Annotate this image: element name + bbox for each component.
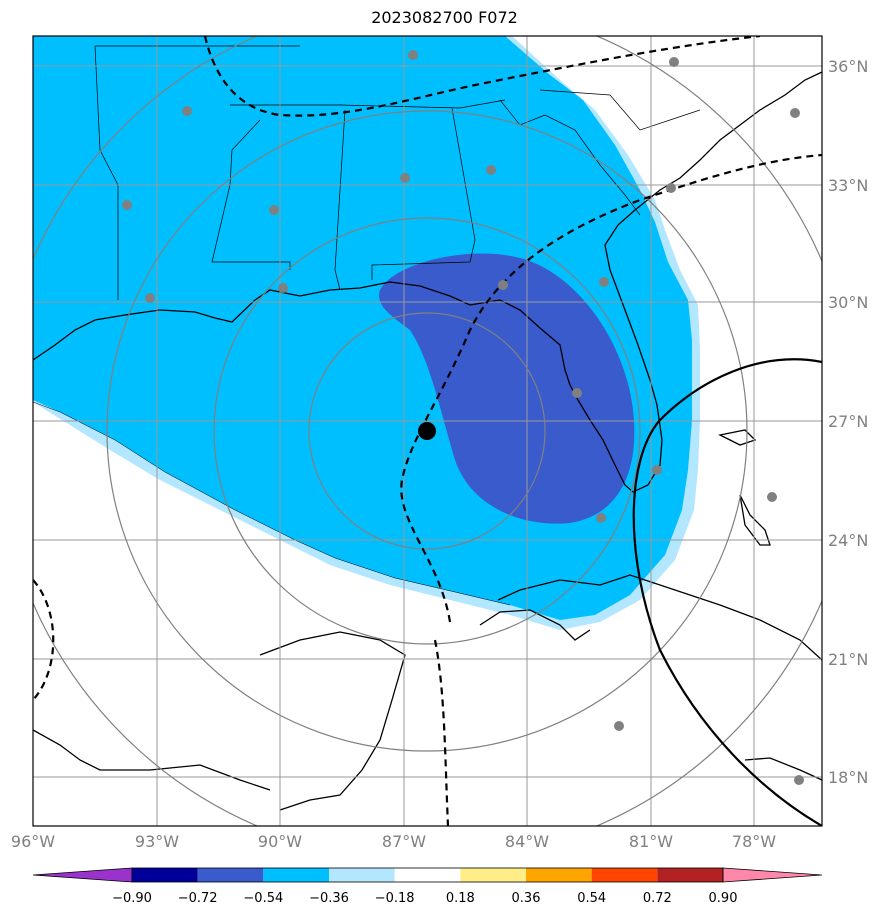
lon-label: 81°W [629, 832, 673, 851]
longitude-labels: 96°W 93°W 90°W 87°W 84°W 81°W 78°W [11, 832, 776, 851]
graticule [33, 36, 822, 826]
lat-label: 24°N [828, 531, 868, 550]
fill-medium-blue [379, 253, 635, 524]
lon-label: 87°W [382, 832, 426, 851]
colorbar-tick-label: 0.72 [643, 891, 672, 906]
colorbar-tick-label: −0.54 [243, 891, 283, 906]
lat-label: 18°N [828, 768, 868, 787]
colorbar-segment [132, 868, 198, 882]
range-rings [33, 36, 822, 826]
contours [33, 36, 822, 826]
colorbar-tick-label: −0.36 [309, 891, 349, 906]
colorbar-segment [591, 868, 658, 882]
colorbar-segment [329, 868, 395, 882]
colorbar-tick-label: 0.90 [709, 891, 738, 906]
lon-label: 93°W [135, 832, 179, 851]
colorbar: −0.90 −0.72 −0.54 −0.36 −0.18 0.18 0.36 0.54 0.7… [32, 867, 823, 906]
lon-label: 84°W [505, 832, 549, 851]
colorbar-tick-label: 0.36 [512, 891, 541, 906]
colorbar-tick-label: 0.18 [446, 891, 475, 906]
lat-label: 21°N [828, 650, 868, 669]
lat-label: 27°N [828, 412, 868, 431]
station-markers [122, 50, 804, 785]
lon-label: 96°W [11, 832, 55, 851]
map-frame [32, 35, 823, 827]
colorbar-extend-low [32, 867, 133, 883]
lon-label: 78°W [732, 832, 776, 851]
map-area [33, 36, 822, 826]
colorbar-segment [460, 868, 526, 882]
colorbar-segment [263, 868, 329, 882]
colorbar-tick-label: −0.18 [375, 891, 415, 906]
lon-label: 90°W [258, 832, 302, 851]
colorbar-tick-label: −0.72 [178, 891, 218, 906]
storm-center-marker [418, 422, 436, 440]
latitude-labels: 36°N 33°N 30°N 27°N 24°N 21°N 18°N [828, 57, 868, 787]
colorbar-segment [526, 868, 592, 882]
colorbar-segment [197, 868, 264, 882]
lat-label: 30°N [828, 293, 868, 312]
colorbar-extend-high [722, 867, 823, 883]
colorbar-segment [657, 868, 723, 882]
colorbar-tick-label: 0.54 [577, 891, 606, 906]
colorbar-tick-label: −0.90 [112, 891, 152, 906]
lat-label: 36°N [828, 57, 868, 76]
map-title: 2023082700 F072 [371, 8, 518, 27]
lat-label: 33°N [828, 176, 868, 195]
colorbar-frame [131, 867, 724, 883]
colorbar-segment [394, 868, 461, 882]
